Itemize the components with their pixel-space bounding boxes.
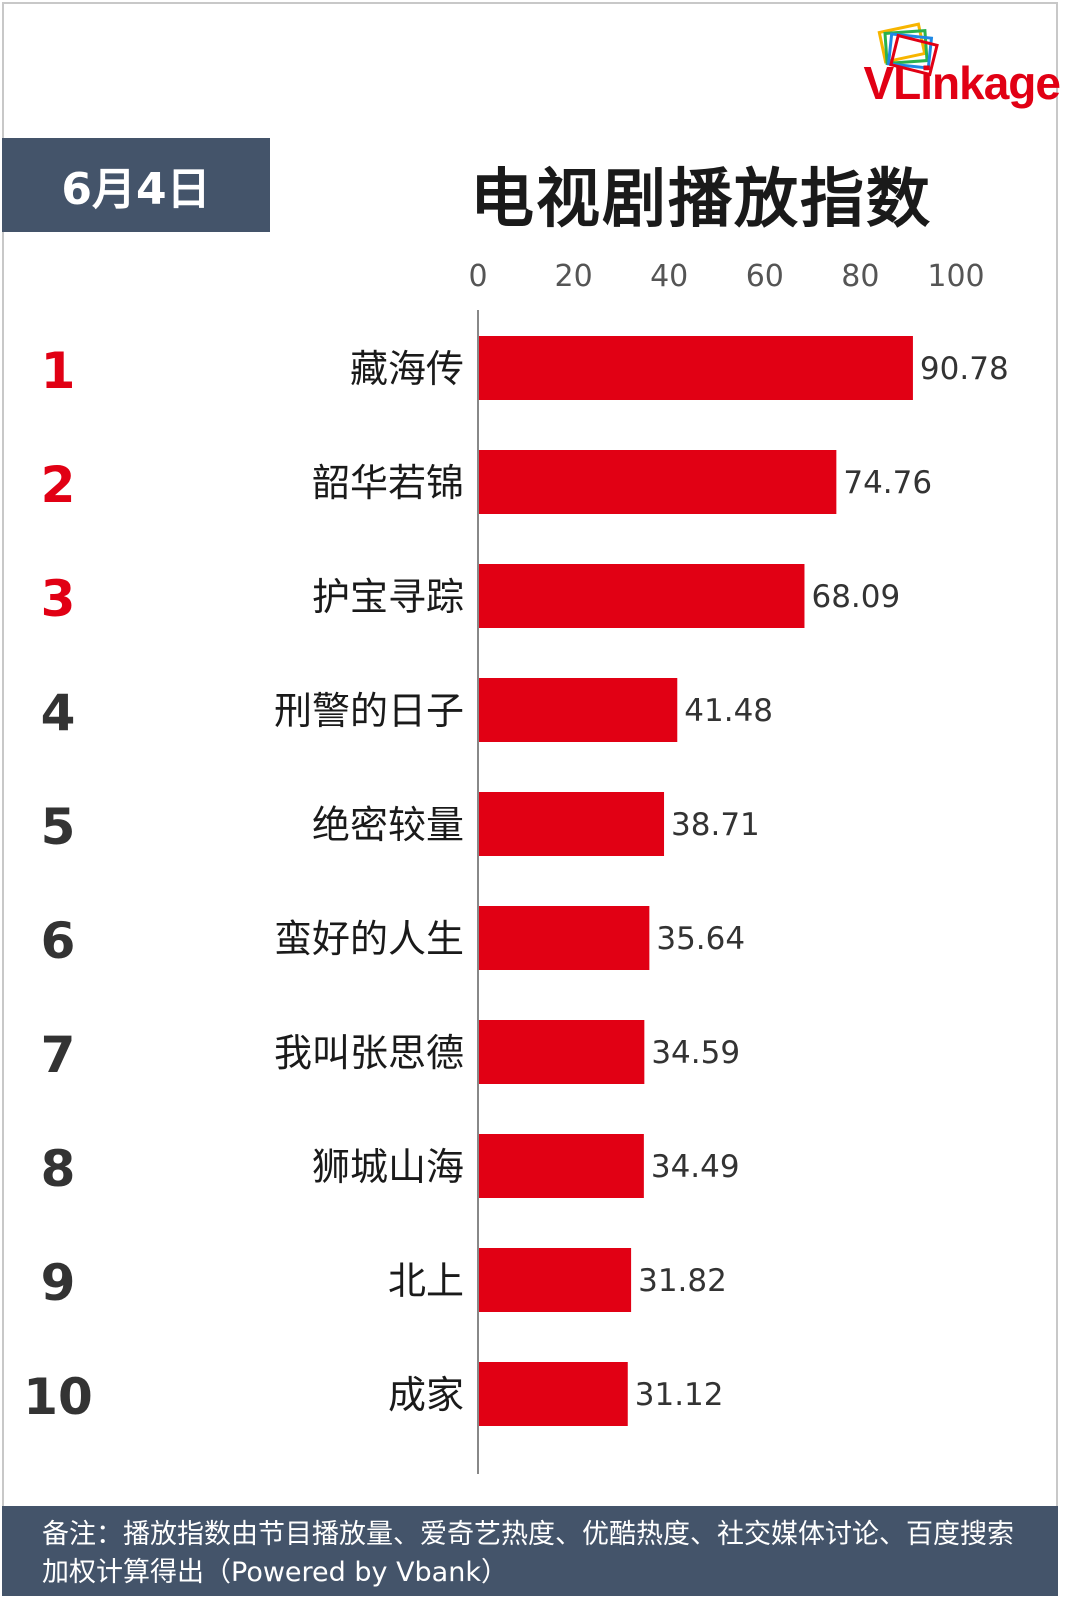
x-tick-label: 20 [555,259,593,294]
bar [479,1134,644,1198]
value-label: 34.59 [651,1035,740,1071]
rank-number: 9 [41,1254,76,1312]
x-tick-label: 100 [927,259,984,294]
footer-note: 备注：播放指数由节目播放量、爱奇艺热度、优酷热度、社交媒体讨论、百度搜索加权计算… [2,1506,1058,1596]
x-tick-label: 60 [746,259,784,294]
rank-number: 6 [41,912,76,970]
rank-number: 7 [41,1026,76,1084]
value-label: 68.09 [811,579,900,615]
bar [479,1362,628,1426]
bar [479,1020,645,1084]
category-label: 护宝寻踪 [312,575,464,619]
rank-number: 1 [41,342,76,400]
chart-title: 电视剧播放指数 [470,163,932,237]
value-label: 31.12 [635,1377,724,1413]
category-label: 蛮好的人生 [274,917,464,961]
rank-number: 3 [41,570,76,628]
category-label: 藏海传 [350,347,464,391]
logo-text: VLinkage [863,57,1061,109]
value-label: 41.48 [684,693,773,729]
bar [479,336,913,400]
value-label: 35.64 [656,921,745,957]
value-label: 31.82 [638,1263,727,1299]
rank-number: 5 [41,798,76,856]
category-label: 韶华若锦 [312,461,464,505]
category-label: 刑警的日子 [274,689,464,733]
value-label: 38.71 [671,807,760,843]
rank-number: 2 [41,456,76,514]
vlinkage-logo: VLinkage [800,22,1061,122]
category-label: 北上 [388,1259,464,1303]
category-label: 我叫张思德 [274,1031,464,1075]
bar [479,792,665,856]
date-badge: 6月4日 [2,138,270,232]
bar [479,1248,632,1312]
category-label: 狮城山海 [312,1145,464,1189]
rank-number: 4 [41,684,76,742]
rank-number: 8 [41,1140,76,1198]
value-label: 34.49 [651,1149,740,1185]
category-label: 成家 [388,1373,464,1417]
bar-chart: 0 20 40 60 80 100 1 藏海传 90.78 2 韶华若锦 74.76 3 护宝寻踪 68.0… [23,259,1009,1474]
bar [479,450,837,514]
rank-number: 10 [23,1368,93,1426]
category-label: 绝密较量 [312,803,464,847]
bar [479,678,678,742]
x-tick-label: 40 [650,259,688,294]
x-tick-label: 80 [841,259,879,294]
value-label: 90.78 [920,351,1009,387]
bar [479,906,650,970]
logo-frames-icon [877,22,939,77]
x-tick-label: 0 [468,259,487,294]
value-label: 74.76 [843,465,932,501]
bar [479,564,805,628]
